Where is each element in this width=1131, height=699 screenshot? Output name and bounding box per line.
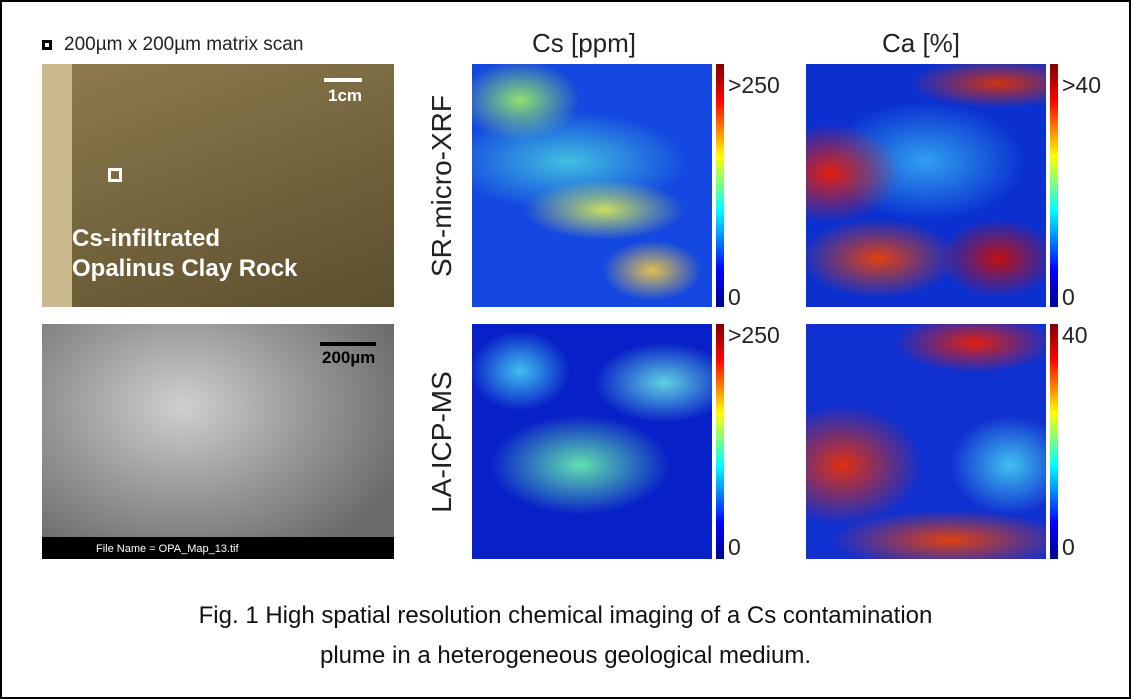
scan-marker <box>108 168 122 182</box>
rock-label-line: Cs-infiltrated <box>72 224 297 254</box>
scale-label: 200µm <box>322 348 375 368</box>
colorbar <box>1050 324 1058 559</box>
scale-bar <box>320 342 376 346</box>
scale-bar <box>324 78 362 82</box>
column-title: Ca [%] <box>882 28 960 59</box>
sem-image: 200µm File Name = OPA_Map_13.tif <box>42 324 394 559</box>
legend-marker <box>42 40 52 50</box>
file-name: File Name = OPA_Map_13.tif <box>96 543 239 555</box>
colorbar <box>1050 64 1058 307</box>
colorbar <box>716 324 724 559</box>
rock-edge <box>42 64 72 307</box>
colorbar-min: 0 <box>1062 284 1075 311</box>
colorbar-max: >250 <box>728 322 780 349</box>
caption-line: plume in a heterogeneous geological medi… <box>2 642 1129 670</box>
column-title: Cs [ppm] <box>532 28 636 59</box>
caption-line: Fig. 1 High spatial resolution chemical … <box>2 602 1129 630</box>
rock-photo: 1cm Cs-infiltrated Opalinus Clay Rock <box>42 64 394 307</box>
colorbar-max: >250 <box>728 72 780 99</box>
heatmap <box>472 64 712 307</box>
rock-label-line: Opalinus Clay Rock <box>72 254 297 284</box>
scale-label: 1cm <box>328 86 362 106</box>
row-label: SR-micro-XRF <box>426 86 458 286</box>
colorbar-max: >40 <box>1062 72 1101 99</box>
rock-label: Cs-infiltrated Opalinus Clay Rock <box>72 224 297 284</box>
colorbar-max: 40 <box>1062 322 1088 349</box>
colorbar <box>716 64 724 307</box>
figure: 200µm x 200µm matrix scan 1cm Cs-infiltr… <box>0 0 1131 699</box>
row-label: LA-ICP-MS <box>426 342 458 542</box>
legend-text: 200µm x 200µm matrix scan <box>64 34 303 56</box>
heatmap <box>806 64 1046 307</box>
colorbar-min: 0 <box>728 534 741 561</box>
colorbar-min: 0 <box>1062 534 1075 561</box>
heatmap <box>472 324 712 559</box>
heatmap <box>806 324 1046 559</box>
colorbar-min: 0 <box>728 284 741 311</box>
